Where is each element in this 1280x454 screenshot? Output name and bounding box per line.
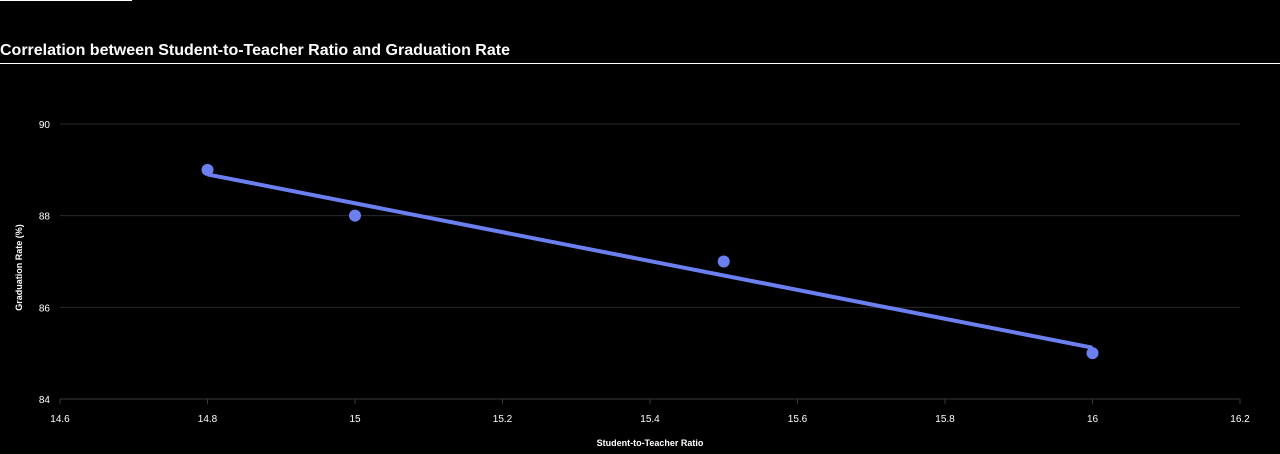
y-tick-label: 88 <box>39 212 51 223</box>
title-underline <box>0 63 1280 64</box>
trend-line-layer <box>207 172 1093 350</box>
y-tick-label: 84 <box>39 395 51 406</box>
data-point <box>201 163 214 176</box>
chart-title: Correlation between Student-to-Teacher R… <box>0 42 510 59</box>
y-tick-label: 86 <box>39 303 51 314</box>
data-point <box>717 255 730 268</box>
x-tick-label: 15.6 <box>788 414 808 425</box>
x-tick-label: 15.2 <box>493 414 513 425</box>
data-point <box>349 209 361 222</box>
top-decorative-rule <box>0 0 132 1</box>
x-tick-label: 16.2 <box>1230 414 1250 425</box>
trend-line <box>207 172 1093 350</box>
y-axis-ticks: 84 86 88 90 <box>39 120 51 406</box>
y-tick-label: 90 <box>39 120 51 131</box>
x-axis-label: Student-to-Teacher Ratio <box>597 438 704 448</box>
y-axis-label: Graduation Rate (%) <box>14 224 24 311</box>
x-tick-label: 16 <box>1087 414 1099 425</box>
x-tick-label: 15 <box>349 414 361 425</box>
x-tick-label: 14.8 <box>198 414 218 425</box>
x-axis-ticks: 14.6 14.8 15 15.2 15.4 15.6 15.8 16 16.2 <box>50 399 1250 425</box>
x-tick-label: 14.6 <box>50 414 70 425</box>
x-tick-label: 15.4 <box>640 414 660 425</box>
data-points <box>201 163 1099 360</box>
grid-lines <box>60 123 1240 308</box>
data-point <box>1086 347 1099 360</box>
x-tick-label: 15.8 <box>935 414 955 425</box>
